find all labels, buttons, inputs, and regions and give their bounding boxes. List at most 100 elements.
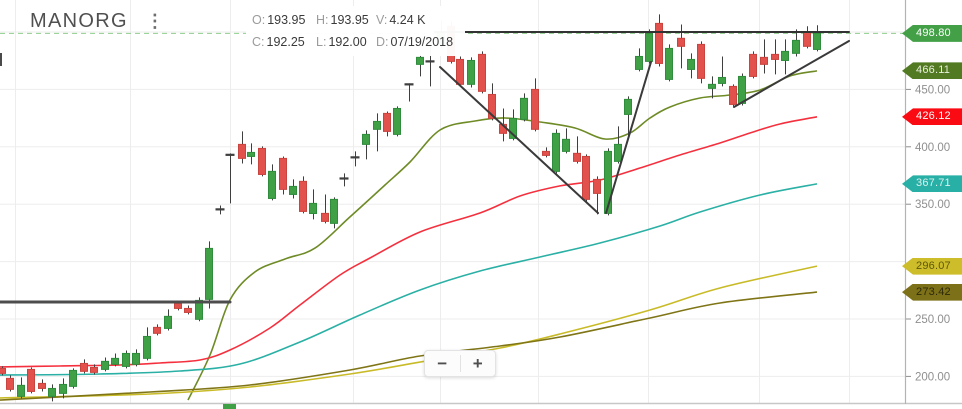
bullish-candle <box>309 202 317 214</box>
bearish-candle <box>299 180 307 212</box>
bullish-candle <box>393 107 401 135</box>
bullish-candle <box>624 98 632 115</box>
bullish-candle <box>552 132 560 172</box>
downtrend-line <box>439 66 599 215</box>
ticker-symbol: MANORG <box>30 10 128 32</box>
trendlines-layer <box>0 31 850 304</box>
bearish-candle <box>697 43 705 79</box>
bullish-candle <box>604 150 612 214</box>
bearish-candle <box>488 93 496 119</box>
bullish-candle <box>665 47 673 80</box>
bullish-candle <box>509 117 517 139</box>
bearish-candle <box>542 150 550 156</box>
zoom-out-button[interactable]: − <box>437 353 448 373</box>
bearish-candle <box>38 382 46 389</box>
bearish-candle <box>321 212 329 222</box>
bullish-candle <box>687 58 695 70</box>
bullish-candle <box>738 75 746 104</box>
bullish-candle <box>247 151 255 157</box>
bullish-candle <box>69 369 77 387</box>
y-axis-tick-label: 250.00 <box>915 314 950 326</box>
bearish-candle <box>593 178 601 194</box>
doji-dash <box>225 153 235 156</box>
bearish-candle <box>258 147 266 175</box>
y-axis-tick-label: 450.00 <box>915 84 950 96</box>
y-axis-labels-layer: 450.00 400.00 350.00 250.00 200.00 <box>906 84 950 383</box>
bullish-candle <box>17 384 25 397</box>
bullish-candle <box>416 56 424 65</box>
date-readout: D: 07/19/2018 <box>376 35 454 49</box>
close-readout: C: 192.25 <box>252 35 305 49</box>
bearish-candle <box>153 326 161 334</box>
price-badge-367.71: 367.71 <box>902 175 962 193</box>
kebab-menu-icon[interactable]: ⋮ <box>145 11 164 31</box>
high-readout: H: 193.95 <box>316 13 369 27</box>
ma-426-line <box>0 116 818 368</box>
doji-dash <box>425 60 435 63</box>
bullish-candle <box>635 55 643 70</box>
bearish-candle <box>456 58 464 85</box>
moving-averages-layer <box>0 70 818 401</box>
bullish-candle <box>614 143 622 162</box>
bullish-candle <box>59 383 67 394</box>
price-badge-466.11: 466.11 <box>902 62 962 80</box>
bullish-candle <box>101 360 109 370</box>
price-badge-498.80: 498.80 <box>902 24 962 42</box>
y-axis-tick-label: 200.00 <box>915 371 950 383</box>
bullish-candle <box>164 315 172 329</box>
open-readout: O: 193.95 <box>252 13 306 27</box>
bearish-candle <box>677 37 685 47</box>
y-axis-tick-label: 350.00 <box>915 199 950 211</box>
bearish-candle <box>279 157 287 190</box>
bullish-candle <box>268 170 276 199</box>
ma-466-line <box>187 70 818 401</box>
bullish-candle <box>132 352 140 365</box>
bullish-candle <box>645 32 653 62</box>
volume-readout: V: 4.24 K <box>376 13 426 27</box>
ticker-header: MANORG ⋮ <box>30 10 167 33</box>
bearish-candle <box>573 152 581 162</box>
bearish-candle <box>174 302 182 309</box>
bullish-candle <box>143 335 151 359</box>
bearish-candle <box>383 112 391 132</box>
bullish-candle <box>467 59 475 85</box>
bearish-candle <box>6 377 14 390</box>
bearish-candle <box>531 88 539 130</box>
bearish-candle <box>238 143 246 159</box>
bearish-candle <box>27 368 35 392</box>
bearish-candle <box>184 307 192 313</box>
bullish-candle <box>813 32 821 50</box>
bearish-candle <box>80 362 88 372</box>
doji-dash <box>215 208 225 211</box>
bullish-candle <box>708 83 716 89</box>
bearish-candle <box>803 31 811 47</box>
bullish-candle <box>362 133 370 145</box>
price-badge-273.42: 273.42 <box>902 283 962 301</box>
bearish-candle <box>729 85 737 105</box>
doji-dash <box>404 83 414 86</box>
partial-volume-bar <box>223 404 236 409</box>
zoom-controls: − + <box>424 350 496 377</box>
bearish-candle <box>655 22 663 64</box>
bullish-candle <box>289 185 297 195</box>
candles-layer <box>0 14 821 402</box>
price-badge-426.12: 426.12 <box>902 108 962 126</box>
bearish-candle <box>90 366 98 373</box>
ma-296-line <box>0 265 818 399</box>
zoom-in-button[interactable]: + <box>472 353 483 373</box>
doji-dash <box>339 177 349 180</box>
bearish-candle <box>760 56 768 65</box>
ma-367-line <box>0 183 818 376</box>
bullish-candle <box>718 76 726 84</box>
bullish-candle <box>562 138 570 152</box>
v-recovery-line <box>605 60 652 215</box>
ascending-support-line <box>733 39 850 108</box>
bullish-candle <box>330 198 338 224</box>
bullish-candle <box>48 387 56 397</box>
bullish-candle <box>111 357 119 365</box>
price-badge-296.07: 296.07 <box>902 257 962 275</box>
bullish-candle <box>373 120 381 130</box>
low-readout: L: 192.00 <box>316 35 367 49</box>
